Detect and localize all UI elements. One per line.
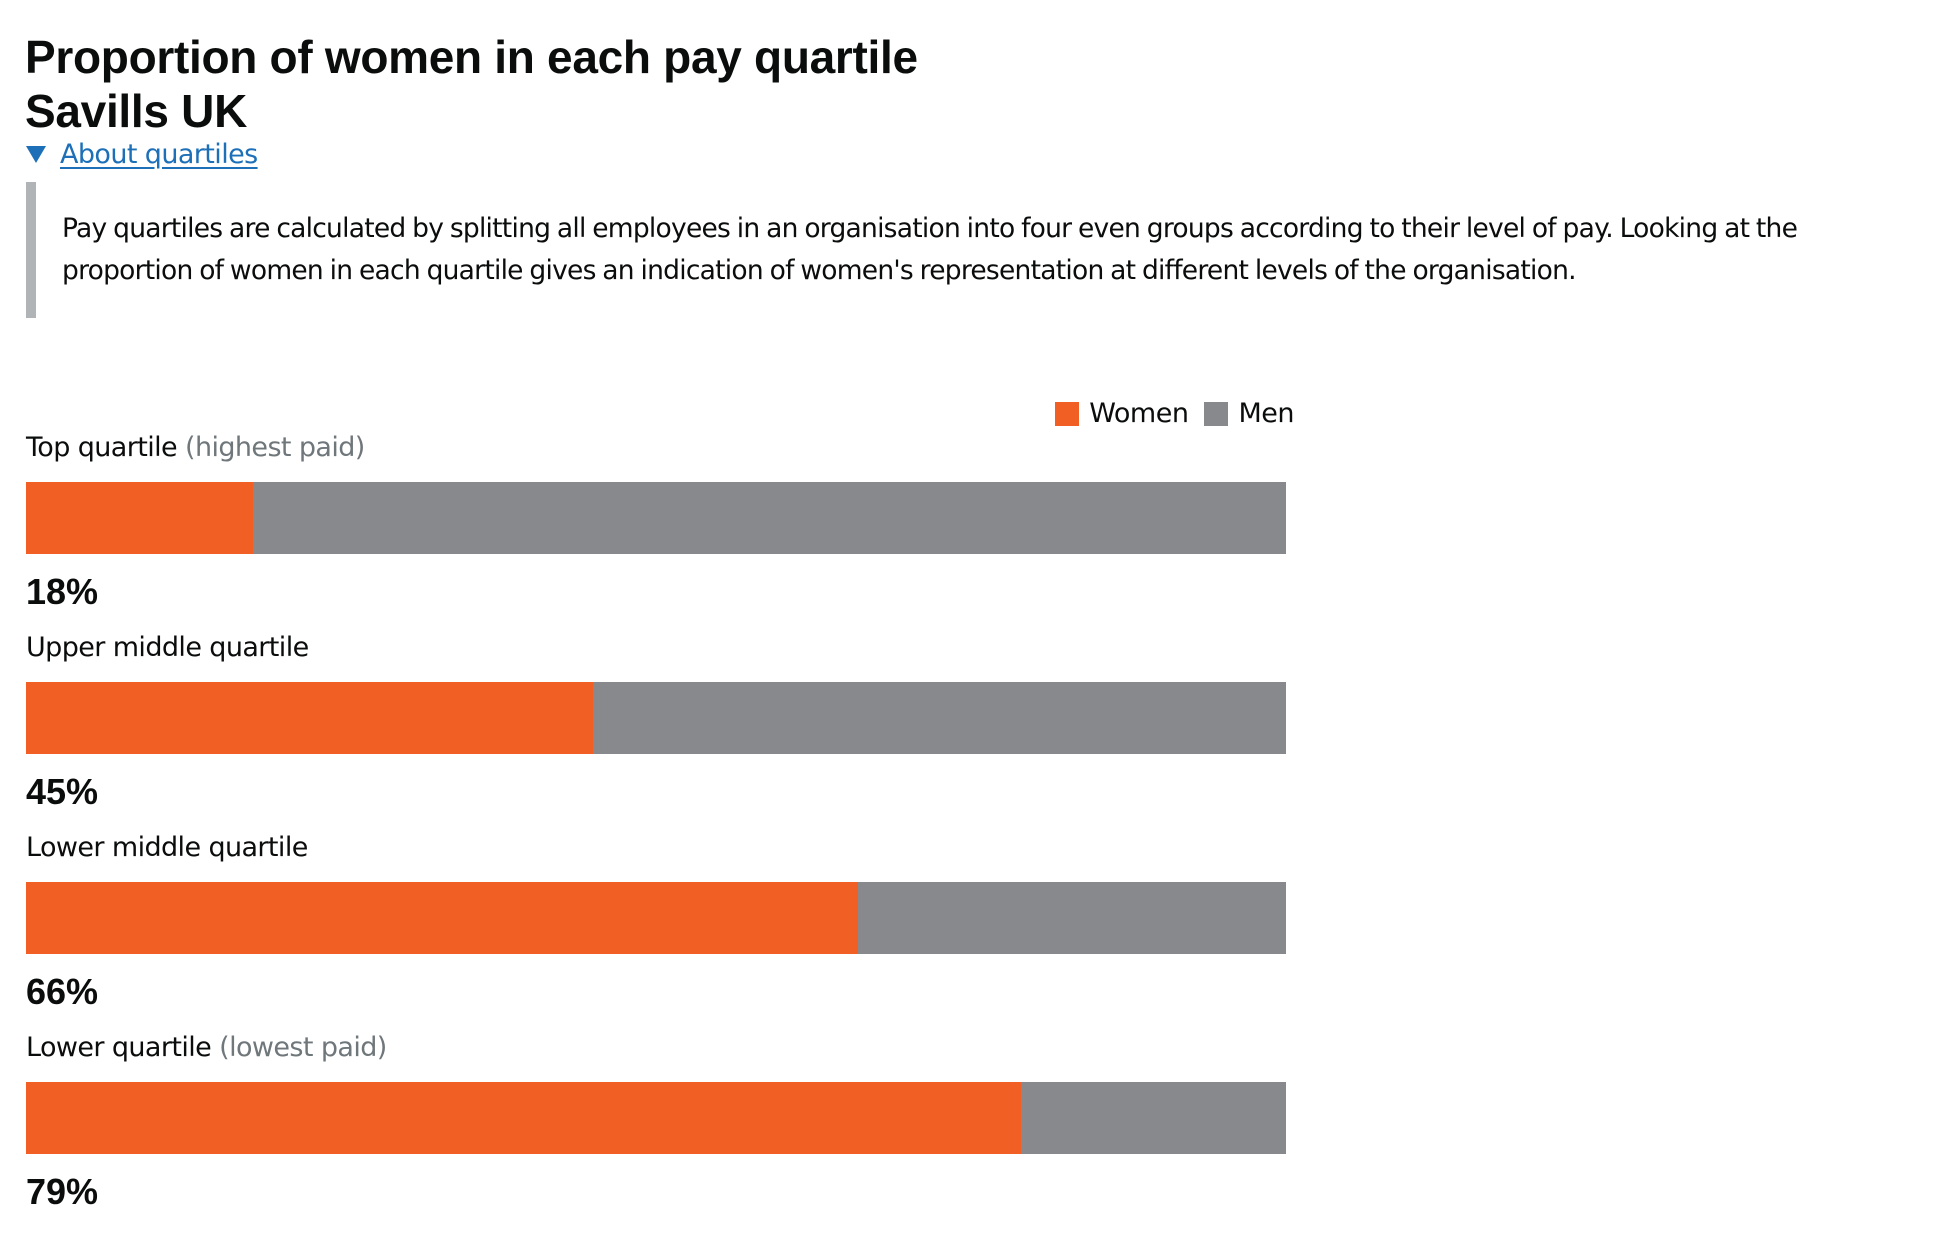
bar-segment-men [857, 882, 1286, 954]
quartile-qualifier: (lowest paid) [219, 1032, 387, 1063]
bar-segment-women [26, 482, 253, 554]
quartile-qualifier: (highest paid) [185, 432, 365, 463]
bar-segment-men [1021, 1082, 1286, 1154]
row-label: Lower middle quartile [26, 830, 308, 866]
row-label: Lower quartile (lowest paid) [26, 1030, 387, 1066]
legend-item-women: Women [1055, 398, 1189, 429]
legend-label-men: Men [1238, 398, 1294, 429]
bar-segment-women [26, 682, 593, 754]
chart-legend: Women Men [1039, 398, 1294, 429]
women-percentage-label: 18% [26, 571, 99, 612]
chart-title: Proportion of women in each pay quartile [25, 31, 918, 83]
about-quartiles-toggle[interactable]: About quartiles [26, 134, 258, 174]
stacked-bar [26, 682, 1286, 754]
employer-name: Savills UK [25, 85, 247, 137]
legend-item-men: Men [1204, 398, 1294, 429]
legend-label-women: Women [1089, 398, 1189, 429]
about-quartiles-link[interactable]: About quartiles [60, 138, 258, 170]
row-label: Upper middle quartile [26, 630, 309, 666]
bar-segment-women [26, 1082, 1022, 1154]
row-label: Top quartile (highest paid) [26, 430, 365, 466]
quartile-name: Top quartile [26, 432, 178, 463]
women-percentage-label: 45% [26, 771, 99, 812]
bar-segment-men [252, 482, 1286, 554]
page-title: Proportion of women in each pay quartile… [25, 30, 918, 138]
quartile-name: Lower middle quartile [26, 832, 308, 863]
women-percentage-label: 66% [26, 971, 99, 1012]
triangle-down-icon [26, 145, 46, 163]
women-percentage-label: 79% [26, 1171, 99, 1212]
quartile-name: Lower quartile [26, 1032, 212, 1063]
legend-swatch-men [1204, 401, 1229, 426]
legend-swatch-women [1055, 401, 1080, 426]
bar-segment-men [593, 682, 1286, 754]
bar-segment-women [26, 882, 858, 954]
stacked-bar [26, 482, 1286, 554]
stacked-bar [26, 882, 1286, 954]
stacked-bar [26, 1082, 1286, 1154]
quartile-name: Upper middle quartile [26, 632, 309, 663]
about-quartiles-text: Pay quartiles are calculated by splittin… [26, 182, 1916, 318]
